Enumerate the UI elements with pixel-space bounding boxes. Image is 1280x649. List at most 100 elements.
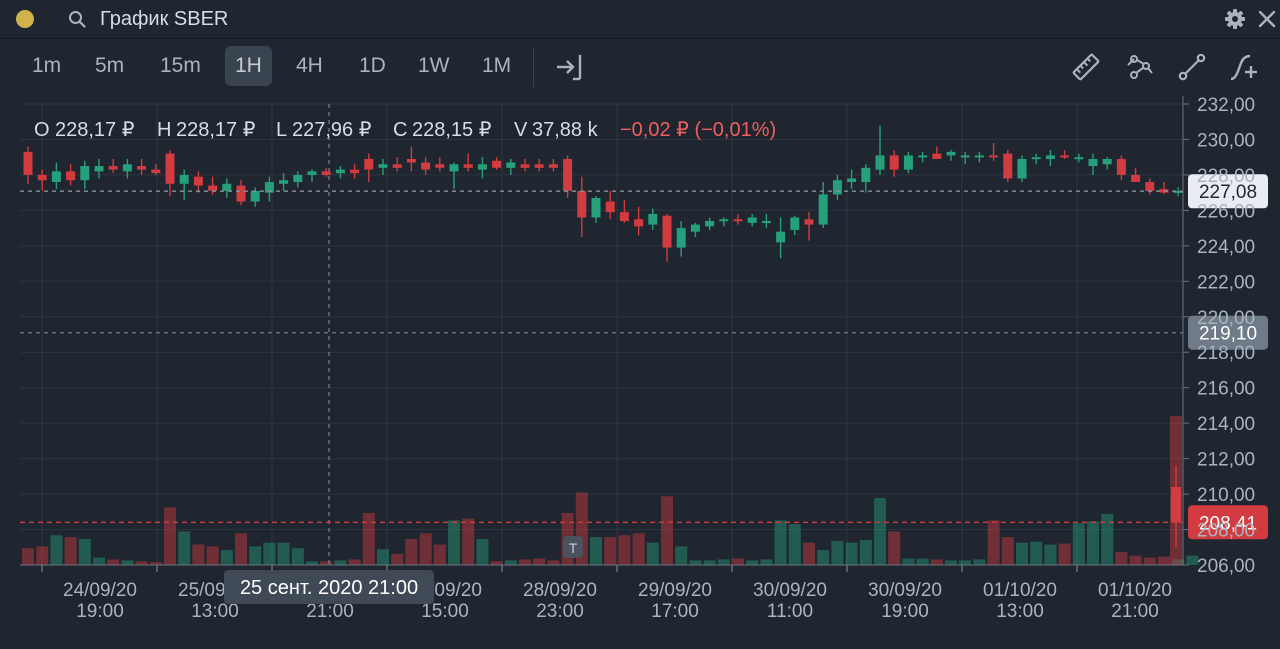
volume-bar <box>178 531 191 565</box>
candle-body <box>946 151 956 156</box>
volume-bar <box>661 496 673 565</box>
volume-bar <box>1044 544 1057 565</box>
timeframe-15m[interactable]: 15m <box>160 54 201 77</box>
timeframe-4h[interactable]: 4H <box>296 54 323 77</box>
volume-bar <box>1158 556 1170 565</box>
candlestick-chart[interactable]: 227,08 219,10 208,41 206,00 208,00 210,00 212… <box>0 96 1280 649</box>
candle-body <box>392 164 402 168</box>
close-icon[interactable] <box>1256 8 1278 30</box>
timeframe-1mo[interactable]: 1M <box>482 54 512 77</box>
candle-body <box>122 164 132 172</box>
price-label-alert-bg <box>1188 505 1268 540</box>
candle-body <box>492 160 502 168</box>
candle-body <box>236 185 246 202</box>
y-tick-label: 230,00 <box>1197 130 1255 151</box>
x-tick-time: 21:00 <box>306 601 354 622</box>
timeframe-1m[interactable]: 1m <box>32 54 62 77</box>
path-tool-icon[interactable] <box>1124 51 1156 83</box>
volume-bar <box>973 559 986 565</box>
candle-body <box>719 219 729 222</box>
candle-body <box>108 166 118 170</box>
volume-bar <box>433 544 446 565</box>
volume-bar <box>448 520 460 565</box>
candle-body <box>676 228 686 248</box>
timeframe-1d[interactable]: 1D <box>359 54 386 77</box>
candle-body <box>1116 158 1126 175</box>
volume-bar <box>263 542 276 565</box>
volume-bar <box>1115 551 1128 565</box>
candle-body <box>918 155 928 158</box>
timeframe-5m[interactable]: 5m <box>95 54 125 77</box>
search-icon[interactable] <box>68 10 86 28</box>
candle-body <box>563 158 573 191</box>
volume-bar <box>859 539 872 565</box>
trend-line-icon[interactable] <box>1176 51 1208 83</box>
svg-text:25 сент. 2020 21:00: 25 сент. 2020 21:00 <box>240 577 418 599</box>
toolbar-divider <box>533 47 534 87</box>
timeframe-1w[interactable]: 1W <box>418 54 450 77</box>
candle-body <box>534 164 544 168</box>
candle-body <box>520 164 530 168</box>
volume-bar <box>1143 557 1156 565</box>
candle-body <box>264 182 274 193</box>
volume-bar <box>888 531 901 565</box>
x-tick-time: 13:00 <box>996 601 1044 622</box>
volume-bar <box>249 546 262 565</box>
x-tick-date: 01/10/20 <box>1098 580 1172 601</box>
candle-body <box>548 164 558 168</box>
volume-bar <box>490 561 503 565</box>
volume-bar <box>64 537 77 565</box>
volume-bar <box>916 558 929 565</box>
volume-bar <box>149 562 162 565</box>
gear-icon[interactable] <box>1224 8 1246 30</box>
high-value: 228,17 ₽ <box>176 119 256 141</box>
add-indicator-icon[interactable] <box>1228 51 1260 83</box>
x-tick-date: 24/09/20 <box>63 580 137 601</box>
candle-body <box>137 166 147 170</box>
volume-bar <box>831 540 844 565</box>
volume-bar <box>845 542 858 565</box>
candle-body <box>307 171 317 175</box>
volume-bar <box>291 548 304 565</box>
timeframe-1h[interactable]: 1H <box>225 46 272 86</box>
volume-bar <box>703 560 716 565</box>
volume-bar <box>1101 513 1114 565</box>
candle-body <box>634 219 644 227</box>
volume-bar <box>519 559 531 565</box>
candle-body <box>648 213 658 225</box>
x-tick-time: 21:00 <box>1111 601 1159 622</box>
volume-bar <box>391 553 404 565</box>
x-tick-time: 15:00 <box>421 601 469 622</box>
volume-bar <box>930 559 943 565</box>
candle-body <box>321 171 331 175</box>
candle-body <box>903 155 913 170</box>
y-tick-label: 228,00 <box>1197 166 1255 187</box>
volume-bar <box>192 544 205 565</box>
volume-bar <box>164 507 176 565</box>
ruler-icon[interactable] <box>1070 51 1102 83</box>
volume-bar <box>1087 521 1099 565</box>
price-label-crosshair: 219,10 <box>1199 324 1257 345</box>
volume-bar <box>462 518 475 565</box>
candle-body <box>37 174 47 181</box>
candle-body <box>847 178 857 183</box>
candle-body <box>435 164 445 168</box>
volume-bar <box>405 538 418 565</box>
candle-body <box>250 190 260 202</box>
candle-body <box>761 221 771 224</box>
chart-grid <box>20 103 1183 566</box>
volume-bar <box>220 550 233 565</box>
svg-text:T: T <box>569 540 578 556</box>
candle-body <box>1145 182 1155 191</box>
candle-body <box>790 217 800 230</box>
volume-bar <box>1058 543 1071 565</box>
window-status-dot[interactable] <box>16 10 34 28</box>
scroll-to-end-icon[interactable] <box>553 51 585 83</box>
candle-body <box>591 197 601 218</box>
open-value: 228,17 ₽ <box>55 119 135 141</box>
candle-body <box>449 164 459 172</box>
candle-body <box>747 217 757 223</box>
ohlc-legend: O 228,17 ₽ H 228,17 ₽ L 227,96 ₽ C 228,1… <box>34 119 776 141</box>
trade-marker[interactable]: T <box>563 536 583 558</box>
volume-bar <box>717 559 730 565</box>
